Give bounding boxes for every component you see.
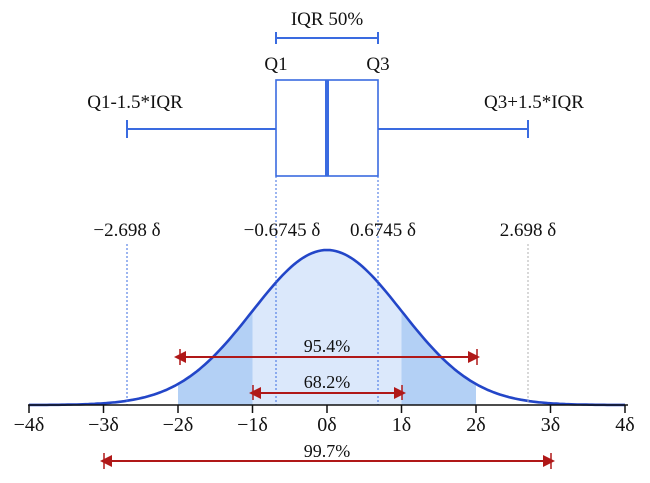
boxplot: IQR 50% Q1 Q3 Q1-1.5*IQR Q3+1.5*IQR	[87, 9, 584, 177]
x-tick-label-pos2: 2δ	[466, 414, 485, 436]
two-sigma-label: 95.4%	[304, 336, 351, 356]
x-tick-label-neg3: −3δ	[88, 414, 119, 436]
one-sigma-label: 68.2%	[304, 372, 351, 392]
quantile-guide-lines	[126, 176, 529, 405]
label-pos-2698: 2.698 δ	[500, 220, 557, 241]
normal-curve-group	[29, 248, 625, 407]
upper-whisker-label: Q3+1.5*IQR	[484, 92, 584, 113]
x-tick-label-pos1: 1δ	[392, 414, 411, 436]
normal-distribution-curve	[29, 248, 625, 407]
x-tick-label-pos4: 4δ	[615, 414, 634, 436]
iqr-label: IQR 50%	[291, 9, 363, 30]
x-tick-label-neg4: −4δ	[14, 414, 45, 436]
x-tick-label-pos3: 3δ	[541, 414, 560, 436]
x-tick-label-neg1: −1δ	[237, 414, 268, 436]
x-tick-label-zero: 0δ	[317, 414, 336, 436]
x-axis-ticks: −4δ −3δ −2δ −1δ 0δ 1δ 2δ 3δ 4δ	[14, 405, 635, 436]
lower-whisker-label: Q1-1.5*IQR	[87, 92, 183, 113]
x-tick-label-neg2: −2δ	[163, 414, 194, 436]
one-sigma-shaded-area	[252, 250, 402, 405]
q3-label: Q3	[366, 54, 389, 75]
q1-label: Q1	[264, 54, 287, 75]
label-neg-2698: −2.698 δ	[93, 220, 160, 241]
label-neg-06745: −0.6745 δ	[244, 220, 321, 241]
sigma-intervals: 95.4% 68.2% 99.7%	[100, 336, 555, 469]
label-pos-06745: 0.6745 δ	[350, 220, 416, 241]
three-sigma-label: 99.7%	[304, 441, 351, 461]
